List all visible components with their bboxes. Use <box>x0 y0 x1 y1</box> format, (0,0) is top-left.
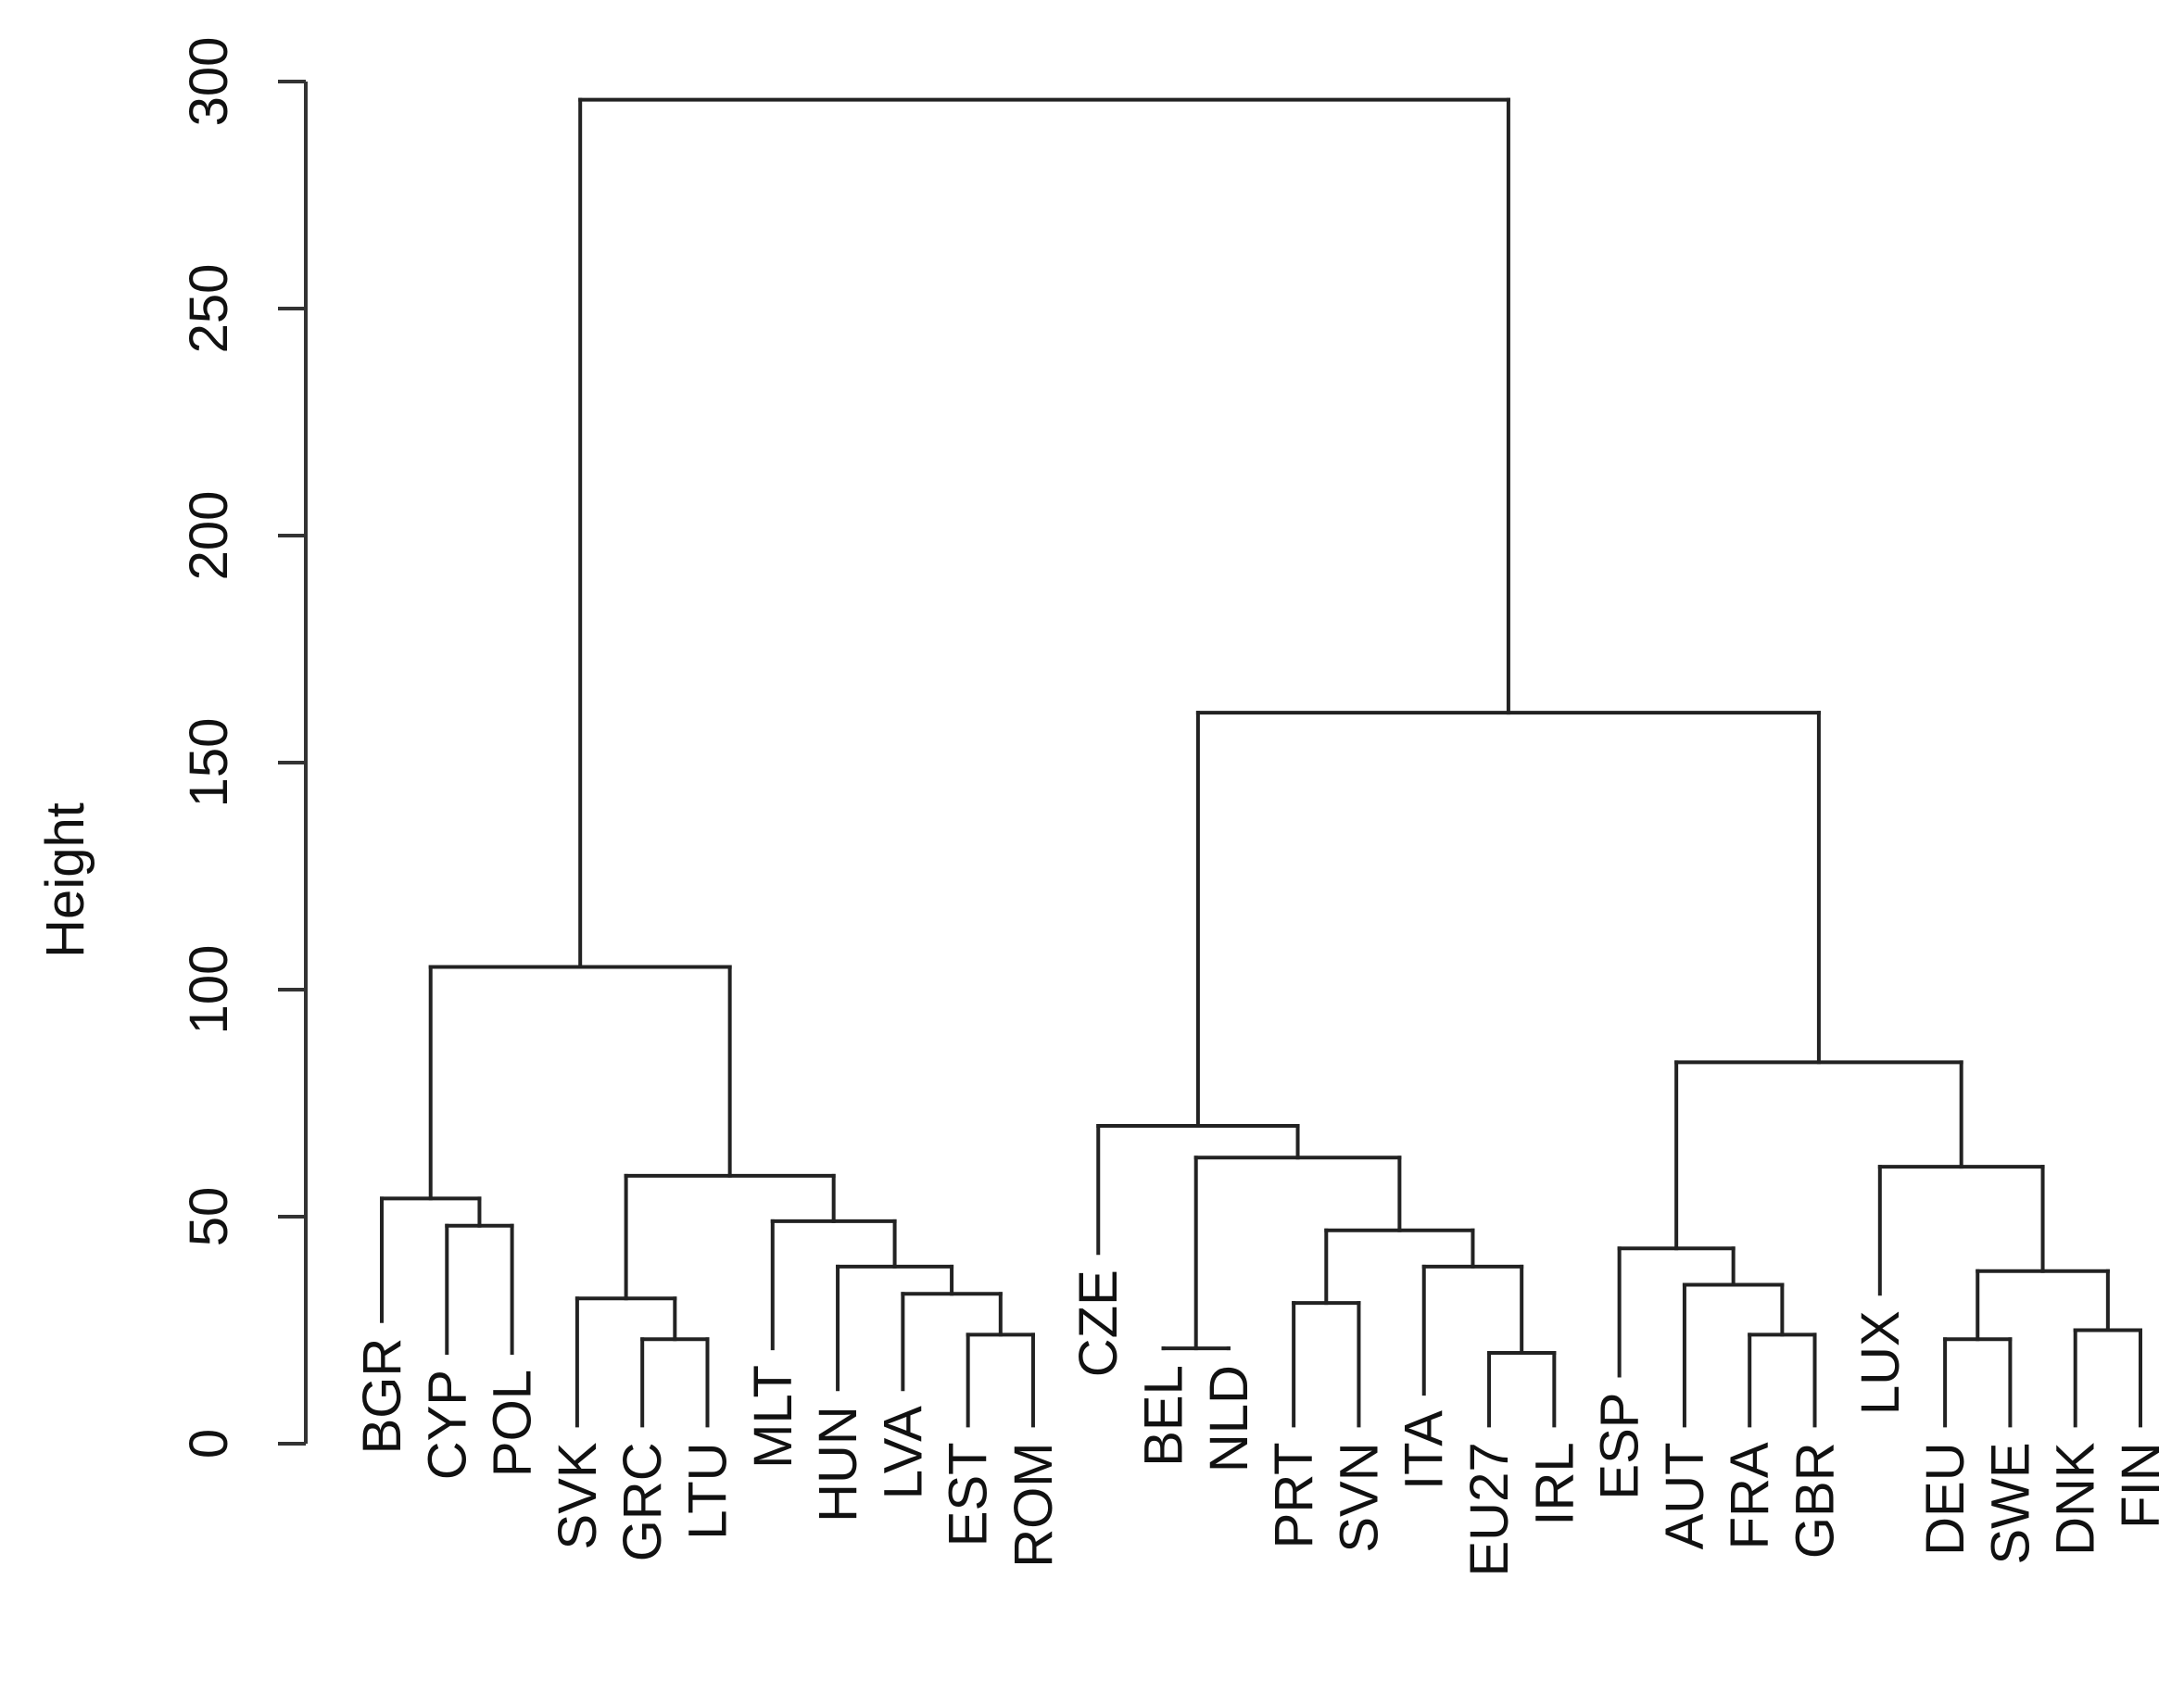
leaf-label: EST <box>939 1442 999 1547</box>
leaf-label: DNK <box>2046 1442 2106 1556</box>
y-tick-label: 250 <box>179 264 239 354</box>
leaf-label: ROM <box>1004 1442 1064 1567</box>
y-ticks: 0 50 100 150 200 250 300 <box>179 37 306 1459</box>
y-tick-label: 200 <box>179 491 239 581</box>
y-tick-label: 300 <box>179 37 239 127</box>
leaf-label: LTU <box>677 1442 738 1539</box>
leaf-label: SWE <box>1980 1442 2040 1564</box>
leaf-label: AUT <box>1655 1442 1715 1549</box>
leaf-label: LUX <box>1850 1310 1911 1415</box>
leaf-label: ITA <box>1395 1410 1455 1490</box>
leaf-label: CZE <box>1068 1269 1129 1377</box>
y-tick-label: 150 <box>179 718 239 808</box>
y-tick-label: 0 <box>179 1429 239 1459</box>
leaf-label: EU27 <box>1459 1442 1520 1576</box>
y-tick-label: 100 <box>179 945 239 1035</box>
leaf-label: MLT <box>743 1365 803 1469</box>
leaf-label: PRT <box>1264 1442 1324 1548</box>
leaf-label: LVA <box>873 1406 933 1499</box>
leaf-label: IRL <box>1524 1442 1584 1525</box>
leaf-label: GBR <box>1786 1442 1846 1559</box>
leaf-label: CYP <box>417 1370 477 1480</box>
y-axis-title: Height <box>35 802 95 958</box>
y-tick-label: 50 <box>179 1187 239 1247</box>
y-axis: 0 50 100 150 200 250 300 <box>179 37 308 1459</box>
leaf-label: FIN <box>2111 1442 2171 1528</box>
leaf-label: DEU <box>1915 1442 1976 1555</box>
leaf-label: ESP <box>1590 1393 1650 1500</box>
leaf-label: SVN <box>1329 1442 1389 1552</box>
leaf-label: SVK <box>548 1442 608 1549</box>
leaf-label: POL <box>483 1370 543 1477</box>
leaf-label: GRC <box>612 1442 673 1561</box>
leaf-label: FRA <box>1720 1442 1780 1549</box>
leaf-label: BEL <box>1134 1365 1194 1467</box>
dendrogram-tree <box>380 97 2142 1428</box>
leaf-label: BGR <box>352 1338 412 1455</box>
leaf-label: HUN <box>808 1406 868 1522</box>
leaf-label: NLD <box>1199 1365 1259 1472</box>
